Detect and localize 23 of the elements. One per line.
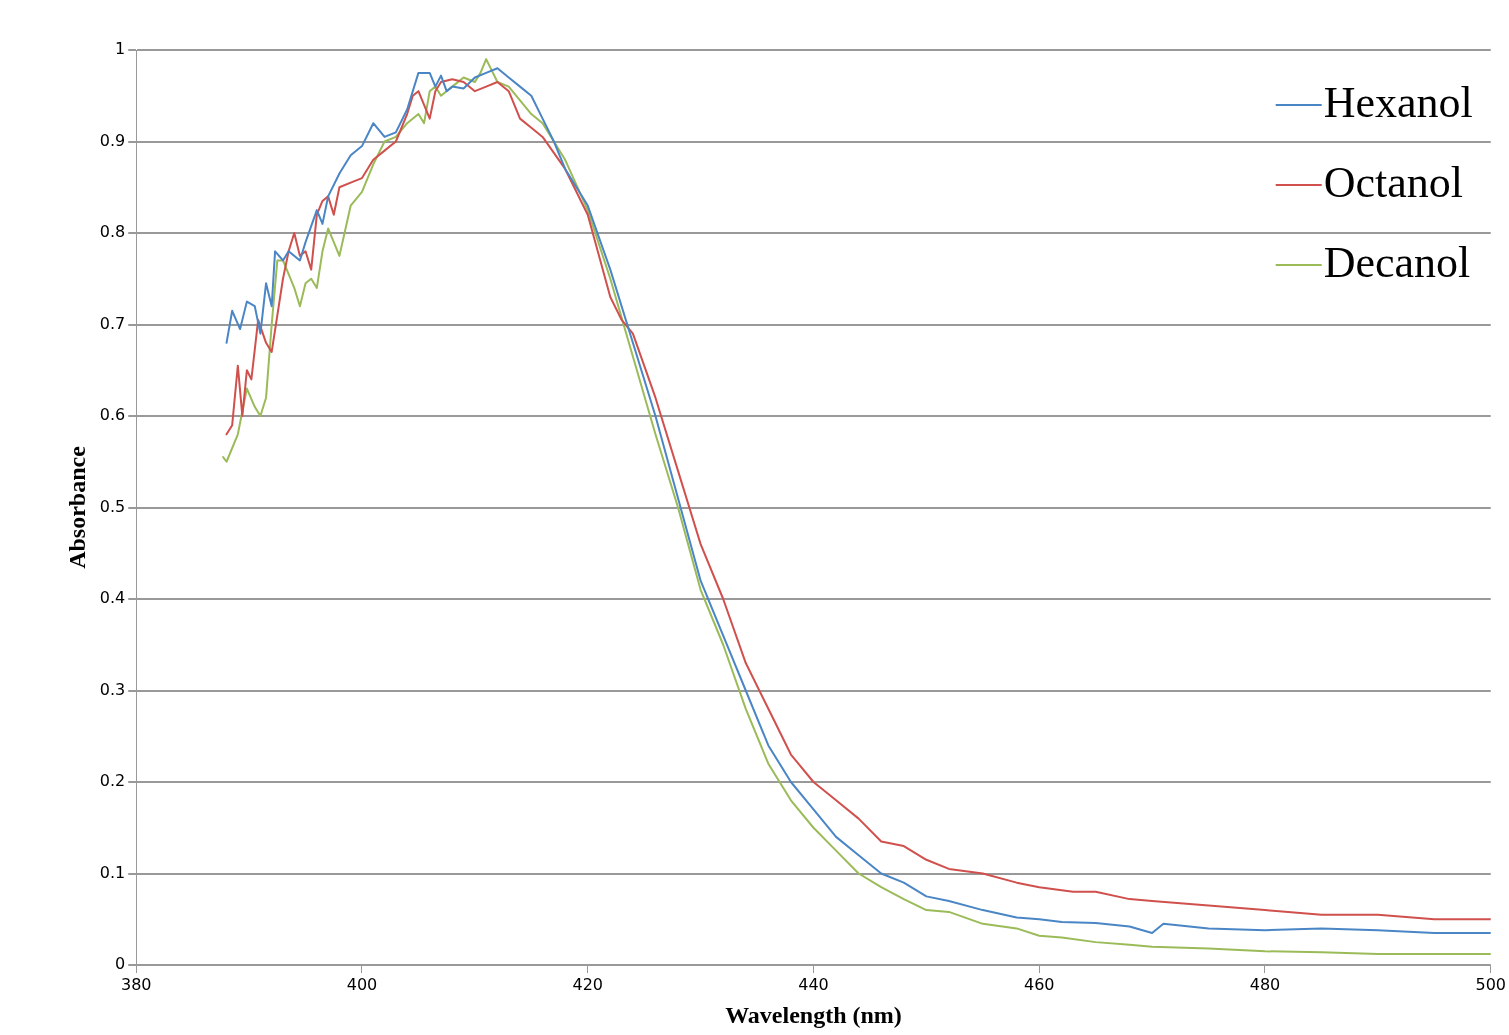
legend-label: Decanol (1323, 237, 1471, 287)
y-tick-label: 0.4 (99, 588, 126, 608)
y-tick-label: 0.6 (99, 405, 126, 425)
y-tick-label: 0.8 (99, 222, 126, 242)
y-tick-label: 0.9 (99, 130, 126, 150)
y-tick-label: 0.5 (99, 496, 126, 516)
x-tick-label: 440 (798, 974, 829, 994)
x-tick-label: 380 (120, 974, 152, 994)
y-tick-label: 0.2 (99, 771, 126, 791)
legend-label: Octanol (1323, 157, 1463, 207)
y-tick-label: 0.1 (99, 862, 126, 882)
y-tick-label: 1 (115, 39, 126, 59)
x-tick-label: 460 (1023, 974, 1055, 994)
x-tick-label: 500 (1475, 974, 1506, 994)
y-tick-label: 0 (115, 954, 126, 974)
y-axis-title: Absorbance (63, 445, 90, 569)
y-tick-label: 0.7 (99, 313, 126, 333)
x-axis-title: Wavelength (nm) (725, 1001, 902, 1028)
y-tick-label: 0.3 (99, 679, 126, 699)
x-tick-label: 400 (346, 974, 378, 994)
x-tick-label: 480 (1249, 974, 1281, 994)
x-tick-label: 420 (572, 974, 604, 994)
legend-label: Hexanol (1323, 77, 1473, 127)
